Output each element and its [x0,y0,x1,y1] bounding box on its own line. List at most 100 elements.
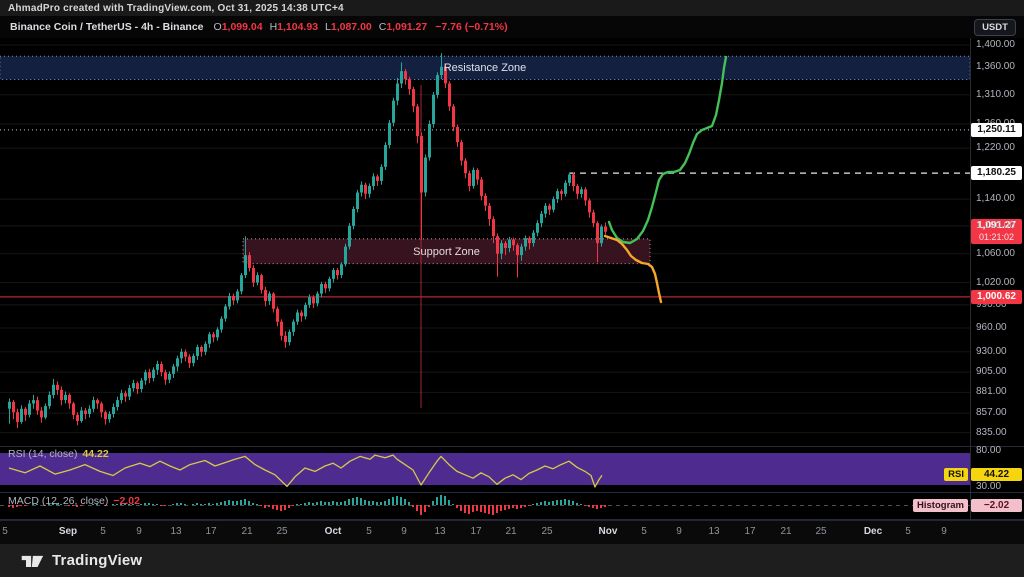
macd-histogram-bar [576,503,578,505]
macd-histogram-bar [548,502,550,505]
candle-body [492,219,495,237]
time-label-day: 9 [676,526,682,537]
macd-histogram-bar [424,505,426,512]
macd-legend[interactable]: MACD (12, 26, close) −2.02 [8,495,140,507]
candle-body [296,312,299,322]
tradingview-wordmark[interactable]: TradingView [52,552,143,569]
candle-body [156,364,159,370]
candle-body [316,293,319,304]
macd-histogram-bar [460,505,462,511]
candle-body [284,335,287,343]
macd-histogram-bar [244,499,246,505]
macd-histogram-bar [456,505,458,508]
time-axis[interactable]: 5 Sep 5 9 13 17 21 25 Oct 5 9 13 17 21 25 Nov 5 9 13 17 21 25… [0,520,1024,545]
time-label-day: 5 [2,526,8,537]
time-label-day: 9 [136,526,142,537]
support-zone [242,238,651,265]
macd-histogram-bar [180,503,182,505]
candle-body [176,358,179,367]
currency-toggle-button[interactable]: USDT [974,19,1016,36]
symbol-info-bar[interactable]: Binance Coin / TetherUS - 4h - Binance O… [0,16,1024,38]
candle-body [496,236,499,254]
candle-body [424,157,427,193]
macd-histogram-bar [588,505,590,507]
macd-legend-title[interactable]: MACD (12, 26, close) [8,495,109,507]
candle-body [324,284,327,289]
candle-body [8,401,11,409]
candle-body [64,394,67,400]
macd-histogram-bar [172,504,174,505]
macd-histogram-bar [520,505,522,508]
candle-body [384,145,387,167]
macd-histogram-bar [76,505,78,507]
candle-body [400,71,403,84]
candle-body [560,191,563,194]
macd-histogram-bar [564,499,566,505]
candle-body [488,205,491,220]
macd-histogram-bar [364,500,366,505]
candle-body [140,380,143,389]
histogram-axis-value: −2.02 [971,499,1022,512]
macd-histogram-bar [96,504,98,505]
macd-histogram-bar [80,505,82,506]
macd-histogram-bar [228,500,230,505]
psych-level-line-badge: 1,000.62 [971,290,1022,304]
candle-body [432,94,435,124]
candle-body [452,106,455,127]
time-label-day: 9 [941,526,947,537]
macd-histogram-bar [340,502,342,505]
macd-histogram-bar [412,505,414,507]
time-label-day: 13 [170,526,182,537]
last-price-badge: 1,091.27 01:21:02 [971,219,1022,244]
rsi-legend[interactable]: RSI (14, close) 44.22 [8,448,109,460]
candle-body [288,331,291,343]
candle-body [600,226,603,244]
macd-histogram-bar [176,503,178,505]
candle-body [596,223,599,244]
macd-histogram-bar [372,501,374,505]
symbol-title[interactable]: Binance Coin / TetherUS - 4h - Binance [10,21,204,33]
macd-histogram-bar [528,505,530,506]
rsi-legend-title[interactable]: RSI (14, close) [8,448,78,460]
macd-histogram-bar [292,505,294,506]
macd-histogram-bar [124,503,126,505]
candle-body [280,321,283,336]
macd-histogram-bar [508,505,510,509]
candle-body [536,223,539,233]
macd-histogram-bar [332,501,334,505]
candle-body [244,255,247,276]
macd-histogram-bar [192,504,194,505]
macd-histogram-bar [32,504,34,505]
candle-body [460,142,463,161]
macd-histogram-bar [20,505,22,506]
rsi-band [0,453,970,485]
macd-histogram-bar [328,502,330,505]
price-axis[interactable]: 1,091.27 01:21:02 44.22 −2.02 1,400.00 1,… [970,0,1024,577]
macd-histogram-bar [584,505,586,506]
time-label-day: 25 [276,526,288,537]
macd-histogram-bar [536,503,538,505]
candle-body [36,400,39,411]
candle-body [592,212,595,224]
time-label-month: Sep [58,526,78,537]
macd-histogram-bar [284,505,286,510]
time-label-day: 5 [641,526,647,537]
candle-body [12,401,15,413]
candle-body [472,170,475,186]
candle-body [192,355,195,364]
candle-body [24,408,27,415]
tradingview-logo-icon[interactable] [20,551,44,571]
macd-histogram-bar [512,505,514,508]
candle-body [68,394,71,404]
candle-body [380,166,383,181]
macd-histogram-bar [320,501,322,505]
macd-histogram-bar [296,504,298,505]
price-tick-label: 1,360.00 [976,61,1015,72]
macd-histogram-bar [428,505,430,507]
macd-histogram-bar [52,503,54,505]
candle-body [420,136,423,193]
macd-histogram-bar [444,496,446,505]
rsi-tick-label: 80.00 [976,445,1002,456]
macd-histogram-bar [604,505,606,507]
